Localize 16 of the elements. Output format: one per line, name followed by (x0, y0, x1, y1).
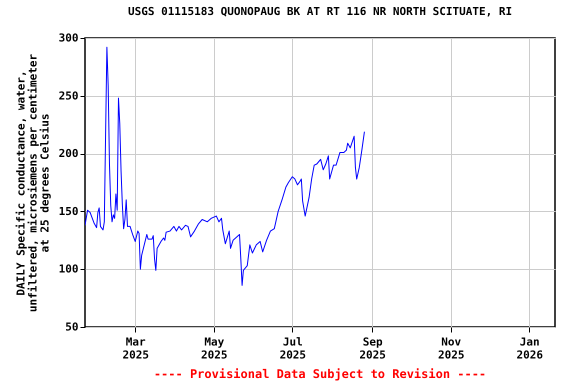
x-tick-label: Jan 2026 (516, 336, 544, 362)
x-tick-label: Mar 2025 (122, 336, 149, 362)
x-tick-label: Sep 2025 (359, 336, 386, 362)
y-tick-label: 50 (65, 320, 78, 334)
line-series (85, 46, 365, 286)
y-tick-label: 300 (58, 32, 78, 44)
y-axis-title: DAILY Specific conductance, water, unfiltered, microsiemens per centimeter at 25 degrees Celsius (14, 53, 52, 312)
y-tick-label: 150 (58, 204, 78, 218)
x-tick-label: Nov 2025 (438, 336, 464, 362)
y-tick-label: 100 (58, 262, 78, 276)
y-tick-label: 250 (58, 89, 78, 102)
y-tick-label: 200 (58, 147, 78, 160)
chart-title: USGS 01115183 QUONOPAUG BK AT RT 116 NR NORTH SCITUATE, RI (128, 5, 512, 18)
text: ---- Provisional Data Subject to Revision ---- (152, 367, 488, 381)
x-tick-label: May 2025 (201, 336, 228, 362)
x-tick-label: Jul 2025 (280, 336, 306, 362)
